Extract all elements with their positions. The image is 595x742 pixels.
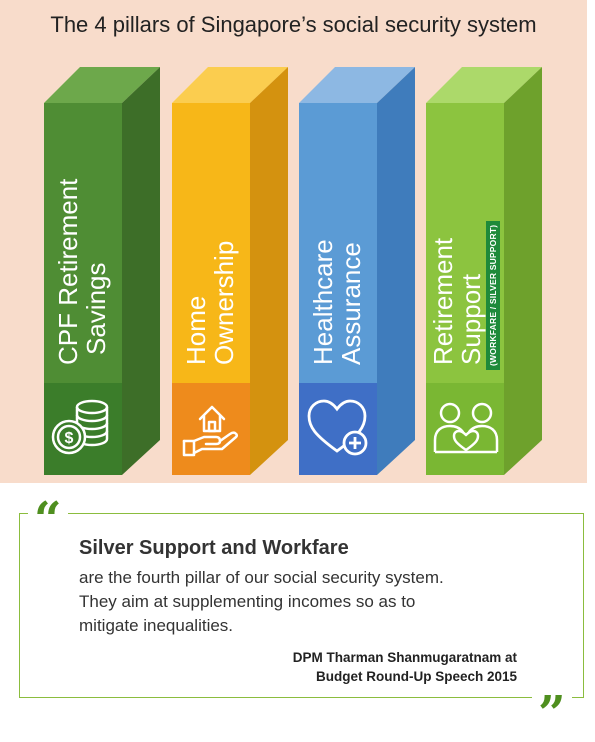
pillar-top: [44, 67, 160, 103]
pillar-healthcare-assurance: [299, 67, 415, 475]
pillar-2-label-line2: Ownership: [209, 240, 239, 365]
pillar-3-label-line1: Healthcare: [308, 239, 338, 365]
pillar-front: [299, 103, 377, 383]
coins-dollar-icon: $: [51, 399, 109, 455]
pillar-1-label-line2: Savings: [81, 262, 111, 356]
pillars-infographic: The 4 pillars of Singapore’s social secu…: [0, 0, 587, 483]
pillar-side: [122, 67, 160, 475]
quote-box: [19, 513, 584, 698]
pillar-4-label-line1: Retirement: [428, 237, 458, 365]
pillar-1-label-line1: CPF Retirement: [53, 178, 83, 365]
quote-heading: Silver Support and Workfare: [79, 537, 349, 559]
attribution-line-2: Budget Round-Up Speech 2015: [315, 669, 517, 684]
pillar-front: [44, 103, 122, 383]
quote-line-3: mitigate inequalities.: [79, 616, 234, 635]
pillar-3-label-line2: Assurance: [336, 242, 366, 365]
pillar-top: [426, 67, 542, 103]
pillar-cpf-retirement-savings: [44, 67, 160, 475]
infographic-title: The 4 pillars of Singapore’s social secu…: [50, 12, 537, 37]
pillar-side: [377, 67, 415, 475]
attribution-line-1: DPM Tharman Shanmugaratnam at: [292, 650, 517, 665]
hand-house-icon: [182, 405, 239, 457]
pillar-home-ownership: [172, 67, 288, 475]
quote-line-1: are the fourth pillar of our social secu…: [79, 568, 444, 587]
svg-text:$: $: [65, 430, 74, 447]
heart-plus-icon: [307, 399, 368, 456]
two-people-heart-icon: [433, 402, 499, 454]
close-quote-mark: ”: [532, 690, 572, 738]
pillar-top: [299, 67, 415, 103]
pillar-side: [504, 67, 542, 475]
pillar-4-label-line2: Support: [456, 273, 486, 365]
open-quote-mark: “: [28, 496, 68, 544]
quote-line-2: They aim at supplementing incomes so as …: [79, 592, 416, 611]
pillar-top: [172, 67, 288, 103]
pillar-side: [250, 67, 288, 475]
pillar-front: [172, 103, 250, 383]
pillar-base: [172, 383, 250, 475]
pillar-2-label-line1: Home: [181, 295, 211, 365]
pillar-4-sublabel: (WORKFARE / SILVER SUPPORT): [486, 220, 500, 370]
